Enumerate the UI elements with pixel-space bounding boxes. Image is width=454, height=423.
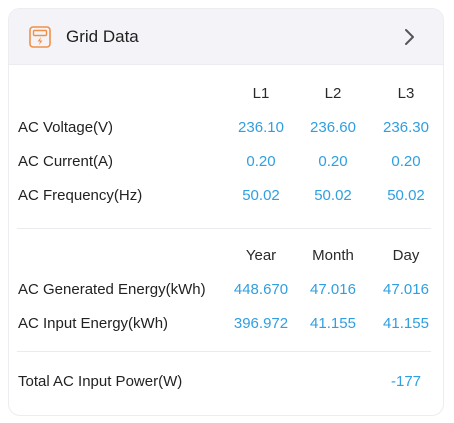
input-energy-year: 396.972 (233, 315, 289, 332)
ac-voltage-l3: 236.30 (383, 119, 429, 136)
ac-generated-energy-row: AC Generated Energy(kWh) 448.670 47.016 … (9, 279, 443, 301)
generated-energy-month: 47.016 (310, 281, 356, 298)
ac-current-l1: 0.20 (246, 153, 276, 170)
total-ac-input-power-value: -177 (390, 373, 422, 390)
row-label: AC Generated Energy(kWh) (18, 281, 206, 298)
ac-frequency-row: AC Frequency(Hz) 50.02 50.02 50.02 (9, 185, 443, 207)
total-section: Total AC Input Power(W) -177 (9, 363, 443, 403)
column-header-year: Year (245, 247, 277, 264)
ac-voltage-l2: 236.60 (310, 119, 356, 136)
column-header-month: Month (312, 247, 354, 264)
row-label: Total AC Input Power(W) (18, 373, 183, 390)
ac-input-energy-row: AC Input Energy(kWh) 396.972 41.155 41.1… (9, 313, 443, 335)
phase-section: L1 L2 L3 AC Voltage(V) 236.10 236.60 236… (9, 79, 443, 221)
ac-frequency-l3: 50.02 (387, 187, 425, 204)
page-title: Grid Data (66, 27, 139, 46)
row-label: AC Current(A) (18, 153, 114, 170)
column-header-l3: L3 (397, 85, 415, 102)
row-label: AC Frequency(Hz) (18, 187, 143, 204)
row-label: AC Input Energy(kWh) (18, 315, 169, 332)
ac-frequency-l1: 50.02 (242, 187, 280, 204)
phase-column-headers: L1 L2 L3 (9, 83, 443, 105)
divider (17, 351, 431, 352)
ac-voltage-row: AC Voltage(V) 236.10 236.60 236.30 (9, 117, 443, 139)
ac-current-l2: 0.20 (318, 153, 348, 170)
chevron-right-icon[interactable] (403, 28, 417, 46)
generated-energy-year: 448.670 (233, 281, 289, 298)
grid-data-card: Grid Data L1 L2 L3 AC Voltage(V) 236.10 … (8, 8, 444, 416)
energy-section: Year Month Day AC Generated Energy(kWh) … (9, 239, 443, 349)
grid-data-header[interactable]: Grid Data (9, 9, 443, 65)
ac-frequency-l2: 50.02 (314, 187, 352, 204)
divider (17, 228, 431, 229)
ac-current-l3: 0.20 (391, 153, 421, 170)
column-header-day: Day (392, 247, 420, 264)
total-ac-input-power-row: Total AC Input Power(W) -177 (9, 371, 443, 393)
ac-voltage-l1: 236.10 (238, 119, 284, 136)
row-label: AC Voltage(V) (18, 119, 114, 136)
energy-column-headers: Year Month Day (9, 245, 443, 267)
ac-current-row: AC Current(A) 0.20 0.20 0.20 (9, 151, 443, 173)
generated-energy-day: 47.016 (383, 281, 429, 298)
column-header-l1: L1 (252, 85, 270, 102)
input-energy-day: 41.155 (383, 315, 429, 332)
grid-meter-icon (29, 26, 51, 48)
input-energy-month: 41.155 (310, 315, 356, 332)
column-header-l2: L2 (324, 85, 342, 102)
